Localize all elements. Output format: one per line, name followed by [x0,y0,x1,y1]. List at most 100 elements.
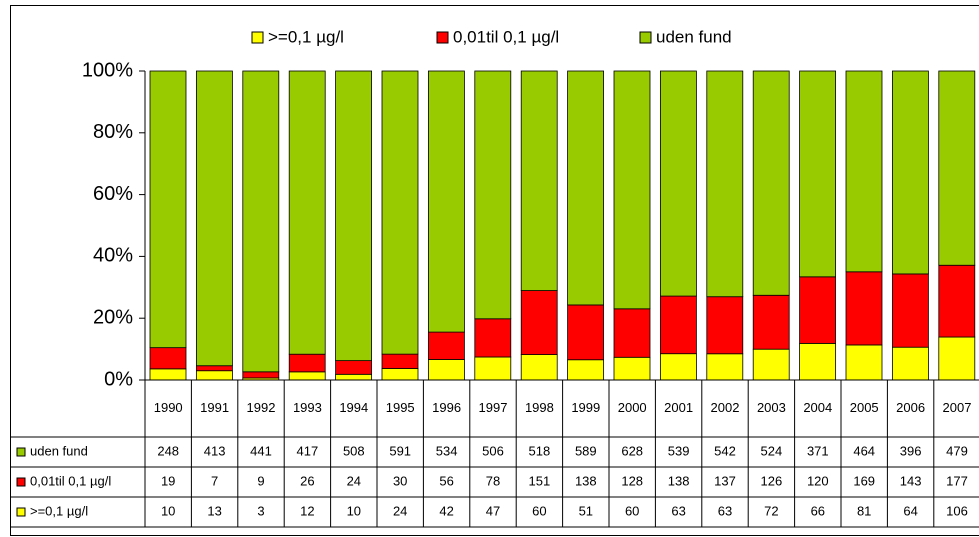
table-cell: 120 [807,473,829,488]
bar-segment [567,304,604,361]
table-cell: 24 [347,473,361,488]
legend-swatch [436,31,449,44]
bar-segment [520,70,558,291]
table-cell: 81 [857,503,871,518]
bar-segment [845,70,883,273]
table-cell: 628 [621,443,643,458]
table-cell: 128 [621,473,643,488]
table-cell: 138 [575,473,597,488]
table-cell: 3 [257,503,264,518]
table-cell: 464 [853,443,875,458]
bar-segment [427,331,465,360]
table-cell: 539 [668,443,690,458]
bar-segment [474,318,512,358]
bar-segment [149,347,187,370]
bar-segment [335,360,373,375]
table-cell: 591 [389,443,411,458]
x-tick-label: 2004 [803,400,832,415]
bar-segment [613,70,651,310]
table-cell: 7 [211,473,218,488]
y-tick-label: 100% [82,59,133,81]
bar-segment [520,354,558,381]
bar-segment [242,70,280,373]
table-cell: 177 [946,473,968,488]
bar-segment [381,368,419,381]
bar-segment [845,344,883,381]
table-cell: 396 [900,443,922,458]
table-cell: 56 [439,473,453,488]
x-tick-label: 1990 [154,400,183,415]
bar-segment [288,353,326,373]
x-tick-label: 2003 [757,400,786,415]
x-tick-label: 1993 [293,400,322,415]
x-tick-label: 1991 [200,400,229,415]
bar-segment [381,70,419,355]
table-key [16,507,26,517]
y-tick-label: 40% [93,245,133,267]
bar-segment [752,70,790,296]
bar-segment [799,276,836,344]
legend-label: uden fund [656,27,732,46]
table-cell: 30 [393,473,407,488]
table-cell: 524 [761,443,783,458]
table-cell: 42 [439,503,453,518]
table-cell: 63 [718,503,732,518]
bar-segment [242,371,280,379]
table-cell: 417 [297,443,319,458]
y-tick-label: 0% [104,368,133,390]
y-tick-label: 20% [93,306,133,328]
bar-segment [335,373,373,381]
table-key [16,447,26,457]
table-cell: 10 [347,503,361,518]
bar-segment [752,348,790,381]
x-tick-label: 1996 [432,400,461,415]
legend-swatch [639,31,652,44]
bar-segment [613,356,651,381]
bar-segment [892,273,929,348]
bar-segment [752,294,790,350]
legend-label: 0,01til 0,1 µg/l [453,27,559,46]
x-tick-label: 2001 [664,400,693,415]
table-cell: 78 [486,473,500,488]
x-tick-label: 1999 [571,400,600,415]
x-tick-label: 1995 [386,400,415,415]
bar-segment [427,70,465,333]
table-cell: 60 [532,503,546,518]
table-cell: 26 [300,473,314,488]
table-cell: 506 [482,443,504,458]
table-cell: 66 [811,503,825,518]
table-row-label: >=0,1 µg/l [30,503,88,518]
table-cell: 137 [714,473,736,488]
bar-segment [938,264,976,338]
table-cell: 64 [903,503,917,518]
table-row-label: uden fund [30,443,88,458]
bar-segment [892,346,929,381]
bar-segment [195,365,233,372]
bar-segment [660,353,697,381]
table-cell: 371 [807,443,829,458]
table-cell: 151 [529,473,551,488]
table-cell: 542 [714,443,736,458]
bar-segment [149,368,187,381]
table-cell: 51 [579,503,593,518]
table-cell: 169 [853,473,875,488]
x-tick-label: 1994 [339,400,368,415]
chart-frame [10,5,979,536]
bar-segment [381,353,419,369]
bar-segment [706,353,744,381]
table-cell: 441 [250,443,272,458]
table-cell: 518 [529,443,551,458]
bar-segment [195,370,233,381]
x-tick-label: 2000 [618,400,647,415]
table-cell: 106 [946,503,968,518]
table-cell: 47 [486,503,500,518]
bar-segment [660,295,697,355]
bar-segment [427,359,465,381]
table-cell: 508 [343,443,365,458]
bar-segment [567,359,604,381]
table-cell: 126 [761,473,783,488]
bar-segment [799,342,836,381]
x-tick-label: 2002 [711,400,740,415]
legend-swatch [251,31,264,44]
